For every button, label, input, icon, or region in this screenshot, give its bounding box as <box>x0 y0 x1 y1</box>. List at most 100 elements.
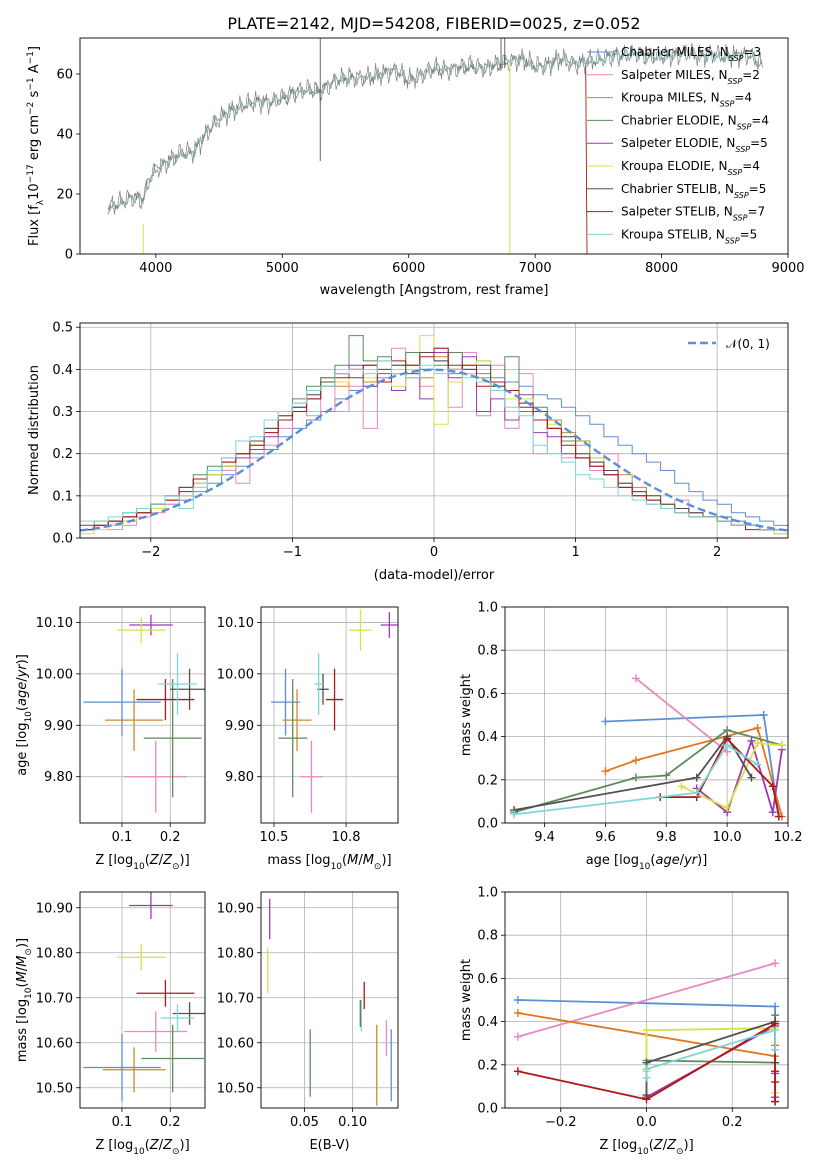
axes-residuals: −2 −1 0 1 2 0.0 0.1 0.2 0.3 0.4 0.5 (data-model)/er… <box>27 321 789 583</box>
histogram-step <box>80 360 788 538</box>
mass-weight-marker <box>774 812 783 821</box>
legend-entry: Kroupa MILES, NSSP=4 <box>621 91 752 109</box>
legend-entry: Chabrier MILES, NSSP=3 <box>621 45 761 63</box>
mass-weight-line <box>681 742 782 810</box>
y-tick-label: 10.90 <box>36 901 73 916</box>
y-tick-label: 0.6 <box>477 687 498 702</box>
y-tick-label: 9.90 <box>44 719 73 734</box>
y-tick-label: 0.4 <box>477 730 498 745</box>
x-tick-label: 0 <box>430 545 438 560</box>
mass-weight-marker <box>631 756 640 765</box>
y-tick-label: 0.4 <box>477 1015 498 1030</box>
x-axis-label: Z [log10(Z/Z⊙)] <box>599 1138 693 1157</box>
mass-weight-line <box>517 962 776 1038</box>
y-tick-label: 1.0 <box>477 601 498 616</box>
x-tick-label: 0.0 <box>636 1115 657 1130</box>
axes-age_vs_mass: 10.5 10.8 9.80 9.90 10.00 10.10 mass [log10(M/… <box>217 606 399 872</box>
axes-frame <box>504 606 789 824</box>
legend-entry: Salpeter STELIB, NSSP=7 <box>621 205 765 223</box>
mass-weight-marker <box>771 959 780 968</box>
x-tick-label: 0.2 <box>160 1115 181 1130</box>
mass-weight-marker <box>631 674 640 683</box>
x-tick-label: 9000 <box>771 261 804 276</box>
mass-weight-marker <box>677 782 686 791</box>
x-tick-label: 9.4 <box>534 830 555 845</box>
y-tick-label: 10.70 <box>36 991 73 1006</box>
mass-weight-line <box>645 1028 776 1078</box>
mass-weight-marker <box>771 1097 780 1106</box>
mass-weight-marker <box>768 808 777 817</box>
x-tick-label: 9.8 <box>656 830 677 845</box>
axes-frame <box>79 891 206 1109</box>
y-tick-label: 0.2 <box>477 773 498 788</box>
mass-weight-marker <box>753 760 762 769</box>
mass-weight-marker <box>771 1002 780 1011</box>
y-tick-label: 10.00 <box>217 667 254 682</box>
y-axis-label: Normed distribution <box>27 365 42 495</box>
y-tick-label: 10.80 <box>36 946 73 961</box>
mass-weight-marker <box>759 711 768 719</box>
y-tick-label: 0.1 <box>52 489 73 504</box>
mass-weight-marker <box>723 741 732 750</box>
y-axis-label: mass weight <box>459 959 474 1041</box>
y-tick-label: 10.50 <box>217 1081 254 1096</box>
mass-weight-marker <box>747 773 756 782</box>
x-tick-label: 0.2 <box>160 830 181 845</box>
y-tick-label: 9.80 <box>225 770 254 785</box>
plot-layer: 4000 5000 6000 7000 8000 90000204060wavelengt… <box>15 37 805 1157</box>
x-tick-label: 1 <box>571 545 579 560</box>
x-axis-label: wavelength [Angstrom, rest frame] <box>320 283 549 298</box>
x-axis-label: mass [log10(M/M⊙)] <box>267 853 391 872</box>
y-axis-label: Flux [fλ10−17 erg cm−2 s−1 A−1] <box>26 46 46 246</box>
y-tick-label: 10.80 <box>217 946 254 961</box>
legend-entry: Kroupa ELODIE, NSSP=4 <box>621 159 760 177</box>
y-tick-label: 0.0 <box>52 532 73 547</box>
mass-weight-marker <box>642 1073 651 1082</box>
axes-frame <box>260 606 399 824</box>
data-spectrum-line <box>107 42 763 215</box>
x-tick-label: 0.10 <box>338 1115 367 1130</box>
y-tick-label: 10.00 <box>36 667 73 682</box>
y-tick-label: 10.60 <box>217 1036 254 1051</box>
plot-area-spectrum <box>107 38 763 254</box>
mass-weight-marker <box>631 773 640 782</box>
x-tick-label: 0.2 <box>722 1115 743 1130</box>
x-tick-label: 4000 <box>139 261 172 276</box>
x-tick-label: 10.8 <box>332 830 361 845</box>
mass-weight-marker <box>662 771 671 780</box>
mass-weight-marker <box>692 788 701 797</box>
y-tick-label: 20 <box>56 188 73 203</box>
y-tick-label: 0.0 <box>477 817 498 832</box>
mass-weight-marker <box>642 1065 651 1074</box>
x-tick-label: 10.5 <box>260 830 289 845</box>
y-tick-label: 0.8 <box>477 929 498 944</box>
y-tick-label: 60 <box>56 68 73 83</box>
mass-weight-marker <box>601 767 610 776</box>
x-tick-label: 7000 <box>519 261 552 276</box>
mass-weight-marker <box>513 1008 522 1017</box>
y-tick-label: 10.60 <box>36 1036 73 1051</box>
y-tick-label: 10.90 <box>217 901 254 916</box>
mass-weight-marker <box>771 1026 780 1035</box>
y-tick-label: 0 <box>65 248 73 263</box>
x-tick-label: 2 <box>713 545 721 560</box>
y-tick-label: 10.10 <box>36 616 73 631</box>
mass-weight-marker <box>771 1045 780 1054</box>
mass-weight-marker <box>753 739 762 748</box>
mass-weight-marker <box>771 1067 780 1076</box>
plot-area-age_vs_mass <box>271 609 398 813</box>
x-tick-label: 10.2 <box>774 830 803 845</box>
x-tick-label: 8000 <box>645 261 678 276</box>
y-tick-label: 0.0 <box>477 1102 498 1117</box>
y-tick-label: 0.4 <box>52 363 73 378</box>
mass-weight-marker <box>777 741 786 750</box>
y-tick-label: 40 <box>56 128 73 143</box>
plot-area-mass_weight_vs_Z <box>513 959 780 1106</box>
mass-weight-marker <box>771 1078 780 1087</box>
x-tick-label: 9.6 <box>595 830 616 845</box>
axes-mass_weight_vs_age: 9.4 9.6 9.8 10.0 10.2 0.0 0.2 0.4 0.6 0.8 1.0 age [… <box>459 601 802 873</box>
x-tick-label: −2 <box>141 545 160 560</box>
mass-weight-line <box>605 726 783 817</box>
